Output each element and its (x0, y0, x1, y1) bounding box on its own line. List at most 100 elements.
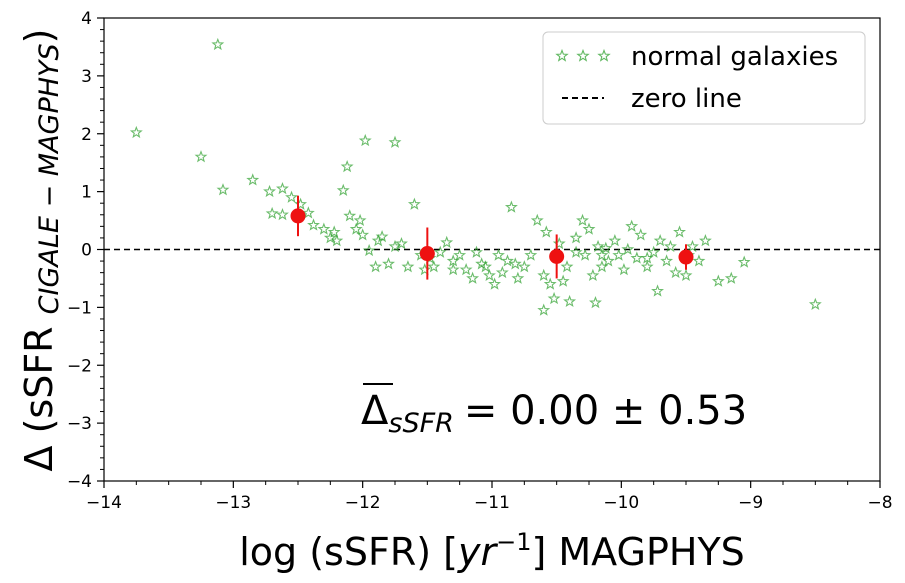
galaxy-point (539, 225, 553, 238)
x-tick-label: −10 (603, 493, 639, 513)
galaxy-point (647, 245, 661, 258)
galaxy-point (407, 197, 421, 210)
galaxy-point (470, 245, 483, 258)
galaxy-point (543, 277, 557, 290)
galaxy-point (336, 183, 350, 196)
x-axis-label: log (sSFR) [yr−1] MAGPHYS (239, 528, 745, 574)
x-tick-label: −14 (86, 493, 122, 513)
galaxy-point (358, 133, 372, 147)
galaxy-point (395, 236, 408, 250)
galaxy-point (630, 251, 644, 264)
galaxy-point (369, 260, 383, 273)
galaxy-point (317, 222, 331, 235)
legend: normal galaxies zero line (542, 31, 866, 125)
galaxy-point (501, 254, 514, 267)
galaxy-point (621, 242, 635, 255)
galaxy-point (737, 255, 751, 268)
y-tick-label: −1 (67, 298, 92, 318)
mean-point (549, 248, 565, 264)
galaxy-point (595, 248, 609, 261)
galaxy-point (479, 260, 492, 273)
galaxy-point (698, 234, 712, 247)
y-tick-label: 3 (81, 67, 92, 87)
galaxy-point (362, 243, 376, 257)
galaxy-point (388, 135, 402, 148)
galaxy-point (608, 234, 622, 247)
galaxy-point (327, 225, 341, 238)
galaxy-point (294, 197, 308, 210)
y-tick-label: 1 (81, 183, 92, 203)
galaxy-point (508, 257, 522, 270)
galaxy-point (330, 234, 344, 247)
galaxy-point (808, 297, 822, 310)
galaxy-point (129, 125, 143, 139)
galaxy-point (340, 159, 354, 173)
galaxy-point (427, 260, 441, 273)
annotation-sub: sSFR (388, 408, 454, 439)
galaxy-point (356, 228, 370, 241)
galaxy-point (375, 230, 389, 243)
legend-label-zero-line: zero line (631, 84, 742, 114)
galaxy-point (569, 231, 583, 244)
galaxy-point (617, 262, 631, 276)
mean-point (419, 246, 435, 262)
legend-box (542, 31, 866, 125)
x-tick-label: −11 (474, 493, 510, 513)
galaxy-point (640, 251, 654, 264)
galaxy-point (492, 248, 505, 261)
galaxy-point (216, 183, 230, 196)
galaxy-point (560, 260, 574, 273)
galaxy-point (504, 200, 518, 213)
galaxy-point (482, 268, 496, 282)
galaxy-point (673, 225, 686, 238)
y-axis-label: Δ (sSFR CIGALE − MAGPHYS) (17, 28, 65, 471)
galaxy-point (537, 268, 551, 282)
galaxy-point (524, 248, 538, 261)
x-tick-label: −12 (345, 493, 381, 513)
galaxy-point (556, 274, 570, 287)
galaxy-point (323, 231, 337, 244)
legend-label-normal-galaxies: normal galaxies (631, 42, 838, 72)
galaxy-point (511, 271, 525, 284)
galaxy-point (265, 206, 279, 220)
legend-star-marker (555, 48, 569, 62)
galaxy-point (582, 222, 596, 235)
legend-star-marker (597, 48, 611, 62)
galaxy-point (563, 294, 577, 308)
annotation-value: = 0.00 ± 0.53 (464, 388, 747, 434)
galaxy-point (194, 150, 208, 163)
mean-point (678, 249, 694, 265)
galaxy-point (495, 265, 509, 279)
galaxy-point (634, 228, 648, 241)
galaxy-point (353, 213, 367, 227)
galaxy-point (653, 234, 667, 247)
galaxy-point (307, 218, 320, 231)
galaxy-point (343, 209, 357, 222)
y-tick-label: 4 (81, 9, 92, 29)
galaxy-point (382, 257, 395, 270)
binned-means (290, 195, 694, 280)
x-tick-label: −9 (738, 493, 763, 513)
galaxy-point (724, 271, 738, 284)
galaxy-point (692, 254, 706, 267)
galaxy-point (349, 222, 363, 235)
galaxy-point (589, 295, 602, 309)
galaxy-point (547, 291, 561, 305)
galaxy-point (401, 260, 415, 273)
galaxy-point (651, 284, 664, 297)
y-tick-label: −3 (67, 414, 92, 434)
galaxy-point (433, 245, 447, 258)
annotation-delta: Δ (361, 388, 389, 434)
galaxy-point (686, 239, 699, 253)
galaxy-point (612, 248, 626, 261)
galaxy-point (711, 274, 725, 287)
y-tick-label: 2 (81, 125, 92, 145)
galaxy-point (679, 268, 693, 282)
galaxy-point (552, 236, 566, 250)
galaxy-point (276, 208, 289, 221)
y-tick-label: 0 (81, 241, 92, 261)
galaxy-point (440, 235, 454, 249)
mean-annotation: ΔsSFR = 0.00 ± 0.53 (361, 383, 747, 439)
galaxy-point (586, 268, 600, 282)
